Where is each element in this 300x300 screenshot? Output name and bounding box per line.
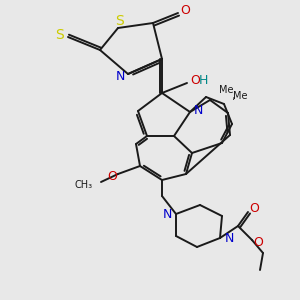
Text: N: N: [162, 208, 172, 221]
Text: O: O: [190, 74, 200, 86]
Text: S: S: [55, 28, 63, 42]
Text: O: O: [107, 170, 117, 184]
Text: Me: Me: [233, 91, 247, 101]
Text: N: N: [115, 70, 125, 83]
Text: S: S: [116, 14, 124, 28]
Text: O: O: [180, 4, 190, 17]
Text: Me: Me: [219, 85, 233, 95]
Text: N: N: [193, 103, 203, 116]
Text: ,: ,: [232, 89, 236, 103]
Text: CH₃: CH₃: [75, 180, 93, 190]
Text: O: O: [249, 202, 259, 214]
Text: N: N: [224, 232, 234, 245]
Text: H: H: [198, 74, 208, 86]
Text: O: O: [253, 236, 263, 250]
